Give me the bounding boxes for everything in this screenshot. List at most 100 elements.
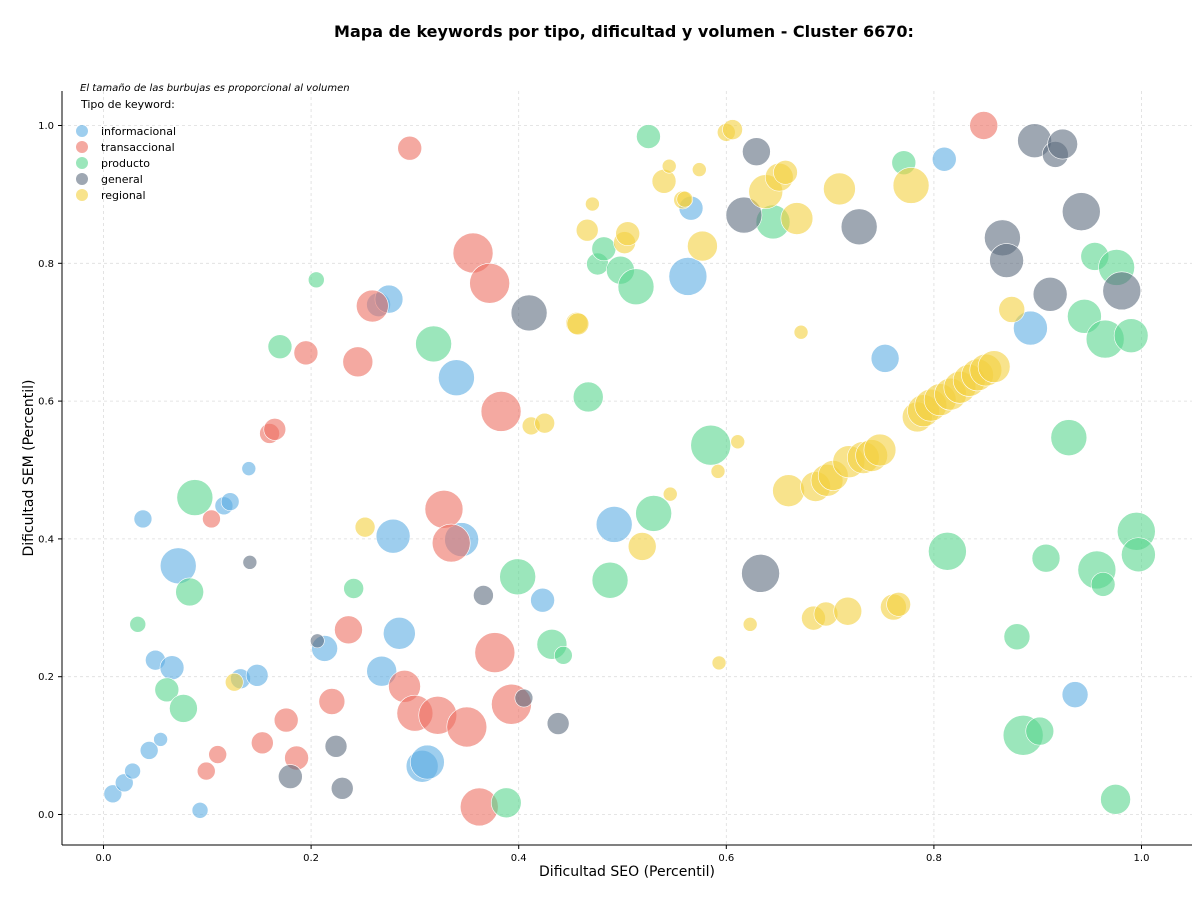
bubble-general (473, 585, 494, 606)
bubble-producto (169, 694, 198, 723)
y-tick-label: 0.8 (38, 259, 54, 270)
legend-marker-producto (76, 157, 88, 169)
bubble-producto (572, 381, 604, 413)
y-tick-label: 0.0 (38, 810, 54, 821)
bubble-regional (823, 172, 856, 206)
bubble-regional (651, 169, 677, 194)
bubble-regional (661, 158, 677, 174)
legend-label-producto: producto (101, 157, 150, 170)
bubble-producto (499, 558, 536, 596)
chart-title: Mapa de keywords por tipo, dificultad y … (334, 22, 914, 41)
x-tick-label: 0.4 (511, 853, 527, 864)
bubble-producto (1031, 543, 1061, 573)
bubble-producto (267, 334, 293, 359)
bubble-general (989, 243, 1024, 278)
bubble-transaccional (202, 509, 221, 529)
bubble-regional (730, 434, 746, 450)
legend-marker-general (76, 173, 88, 185)
legend-label-general: general (101, 173, 143, 186)
bubble-informacional (139, 741, 159, 760)
bubble-transaccional (397, 135, 423, 161)
bubble-transaccional (263, 418, 287, 441)
bubble-informacional (1013, 310, 1048, 346)
bubble-producto (928, 532, 967, 571)
bubble-general (725, 196, 763, 234)
bubble-informacional (383, 616, 416, 650)
bubble-regional (354, 516, 376, 538)
bubble-producto (154, 677, 180, 703)
bubble-informacional (595, 506, 633, 543)
y-tick-label: 0.4 (38, 534, 54, 545)
bubble-transaccional (293, 340, 319, 366)
bubble-informacional (366, 655, 397, 687)
bubble-producto (636, 124, 661, 149)
bubble-informacional (241, 461, 257, 476)
bubble-regional (224, 672, 244, 692)
bubble-informacional (375, 518, 411, 554)
bubble-general (330, 777, 354, 800)
bubble-transaccional (446, 706, 488, 748)
legend-label-informacional: informacional (101, 125, 176, 138)
x-tick-label: 0.6 (718, 853, 734, 864)
bubbles (103, 111, 1156, 827)
ticks: 0.0 0.0 0.2 0.2 0.4 0.4 0.6 0.6 0.8 0.8 1.0 1.0 (38, 121, 1149, 864)
bubble-producto (690, 424, 732, 466)
bubble-transaccional (424, 489, 464, 529)
bubble-general (1061, 192, 1101, 231)
bubble-informacional (931, 146, 957, 172)
bubble-general (1032, 277, 1068, 312)
bubble-informacional (220, 492, 240, 511)
y-tick-label: 1.0 (38, 121, 54, 132)
bubble-transaccional (356, 289, 389, 323)
bubble-transaccional (196, 761, 216, 781)
legend-label-transaccional: transaccional (101, 141, 175, 154)
bubble-regional (710, 464, 726, 479)
bubble-general (742, 137, 771, 166)
bubble-transaccional (469, 262, 510, 304)
x-tick-label: 0.2 (303, 853, 319, 864)
bubble-informacional (1061, 681, 1089, 708)
bubble-regional (998, 296, 1026, 323)
y-tick-label: 0.2 (38, 672, 54, 683)
legend-marker-transaccional (76, 141, 88, 153)
legend-title: Tipo de keyword: (80, 98, 175, 111)
bubble-informacional (159, 655, 185, 681)
bubble-producto (1100, 784, 1131, 815)
bubble-informacional (133, 509, 153, 529)
bubble-producto (1050, 419, 1088, 456)
bubble-regional (793, 324, 809, 340)
bubble-producto (129, 616, 147, 633)
bubble-producto (176, 479, 214, 516)
bubble-general (546, 712, 570, 735)
bubble-producto (415, 325, 452, 363)
bubble-transaccional (342, 346, 374, 378)
x-tick-label: 0.0 (96, 853, 112, 864)
bubble-producto (1025, 716, 1055, 746)
bubble-regional (585, 196, 600, 212)
bubble-general (310, 633, 325, 649)
bubble-regional (711, 655, 727, 671)
bubble-regional (892, 167, 930, 204)
bubble-producto (635, 495, 672, 532)
bubble-informacional (103, 784, 123, 804)
bubble-regional (534, 412, 555, 434)
bubble-regional (692, 162, 707, 177)
bubble-producto (343, 578, 364, 599)
bubble-general (1047, 128, 1078, 160)
bubble-informacional (191, 802, 209, 819)
legend: informacional transaccional producto genera… (76, 125, 176, 202)
bubble-transaccional (334, 615, 363, 645)
bubble-transaccional (273, 707, 299, 733)
bubble-general (514, 688, 534, 708)
bubble-informacional (438, 359, 475, 396)
bubble-producto (1121, 537, 1156, 573)
bubble-regional (780, 202, 814, 235)
bubble-regional (662, 486, 678, 502)
bubble-regional (863, 433, 897, 467)
legend-marker-informacional (76, 125, 88, 137)
bubble-general (278, 764, 303, 789)
bubble-producto (591, 561, 629, 599)
bubble-informacional (124, 762, 141, 780)
bubble-informacional (153, 732, 168, 747)
